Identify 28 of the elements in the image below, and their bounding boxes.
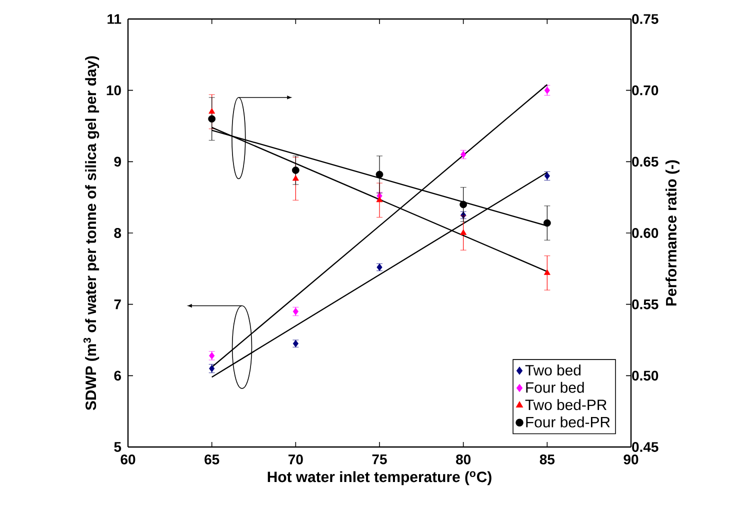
x-tick-label: 85 <box>540 454 555 464</box>
y2-axis-title: Performance ratio (-) <box>666 160 680 306</box>
y-tick-label: 5 <box>114 442 122 452</box>
legend-label: Two bed <box>525 364 580 376</box>
x-tick-label: 75 <box>372 454 387 464</box>
x-axis-title: Hot water inlet temperature ($^{o}$C) <box>268 471 492 486</box>
y2-tick-label: 0.75 <box>632 14 658 24</box>
x-tick-label: 65 <box>204 454 220 464</box>
y-tick-label: 9 <box>114 156 121 167</box>
y2-tick-label: 0.70 <box>632 85 658 96</box>
y2-tick-label: 0.60 <box>632 228 658 238</box>
y-axis-title: SDWP (m$^{3}$ of water per tonne of silica gel per day) <box>83 56 100 410</box>
y2-tick-label: 0.50 <box>632 370 658 381</box>
y-tick-label: 11 <box>108 14 122 24</box>
x-tick-label: 80 <box>456 454 471 464</box>
y-tick-label: 6 <box>114 370 121 381</box>
y-tick-label: 7 <box>114 300 121 310</box>
y-tick-label: 10 <box>106 85 121 96</box>
x-tick-label: 90 <box>624 454 638 464</box>
legend-label: Four bed <box>526 382 584 393</box>
y2-tick-label: 0.55 <box>632 299 658 310</box>
legend-label: Two bed-PR <box>525 399 606 410</box>
legend-label: Four bed-PR <box>526 416 610 428</box>
x-tick-label: 70 <box>288 454 303 464</box>
y2-tick-label: 0.45 <box>632 442 658 452</box>
y-tick-label: 8 <box>114 228 122 238</box>
x-tick-label: 60 <box>120 454 136 464</box>
y2-tick-label: 0.65 <box>632 156 658 167</box>
